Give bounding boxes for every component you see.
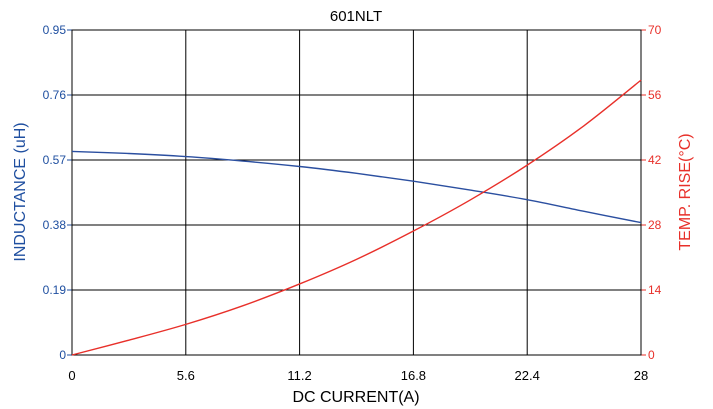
x-tick-label: 28 bbox=[634, 368, 648, 383]
y-left-tick-label: 0.57 bbox=[43, 153, 67, 167]
y-axis-left-label: INDUCTANCE (uH) bbox=[12, 122, 29, 261]
temp-rise-line bbox=[71, 79, 642, 356]
y-left-tick-label: 0.19 bbox=[43, 283, 67, 297]
y-right-tick-label: 0 bbox=[648, 348, 655, 362]
x-tick-label: 5.6 bbox=[177, 368, 195, 383]
tick-labels: 0 5.6 11.2 16.8 22.4 280 00.19 140.38 280.57 420.… bbox=[43, 23, 662, 383]
y-left-tick-label: 0.38 bbox=[43, 218, 67, 232]
y-right-tick-label: 70 bbox=[648, 23, 662, 37]
y-left-tick-label: 0.76 bbox=[43, 88, 67, 102]
series-lines bbox=[71, 79, 642, 356]
y-left-tick-label: 0.95 bbox=[43, 23, 67, 37]
y-right-tick-label: 14 bbox=[648, 283, 662, 297]
plot-border bbox=[71, 29, 642, 356]
y-axis-right-label: TEMP. RISE(°C) bbox=[677, 133, 694, 250]
x-tick-label: 11.2 bbox=[287, 368, 311, 383]
chart-title: 601NLT bbox=[330, 8, 382, 25]
x-tick-label: 22.4 bbox=[515, 368, 540, 383]
y-right-tick-label: 28 bbox=[648, 218, 662, 232]
x-tick-label: 16.8 bbox=[401, 368, 426, 383]
y-right-tick-label: 56 bbox=[648, 88, 662, 102]
x-axis-label: DC CURRENT(A) bbox=[292, 389, 419, 406]
x-tick-label: 0 bbox=[68, 368, 75, 383]
grid bbox=[67, 29, 646, 356]
inductance-line bbox=[71, 150, 642, 224]
y-right-tick-label: 42 bbox=[648, 153, 662, 167]
y-left-tick-label: 0 bbox=[59, 348, 66, 362]
